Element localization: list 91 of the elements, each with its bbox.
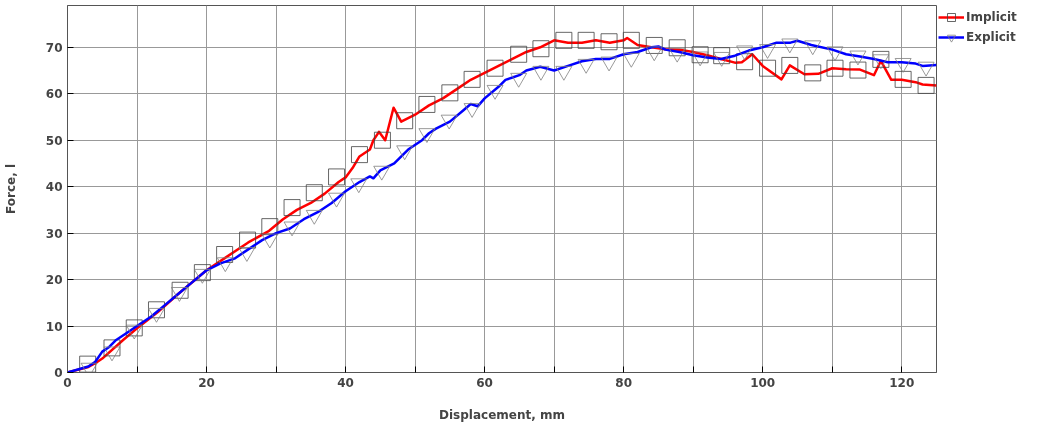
point	[826, 46, 844, 62]
point	[759, 44, 776, 59]
point	[171, 287, 188, 302]
y-tick-label: 70	[45, 40, 63, 55]
point	[441, 84, 459, 102]
point	[193, 269, 211, 284]
point	[283, 199, 301, 216]
point	[396, 112, 414, 130]
y-tick-label: 60	[45, 87, 63, 102]
point	[193, 264, 211, 282]
point	[849, 61, 867, 79]
point	[645, 46, 663, 62]
point	[374, 131, 391, 149]
point	[261, 233, 279, 249]
point	[804, 40, 822, 56]
y-tick-label: 50	[45, 133, 63, 148]
x-tick-label: 40	[337, 375, 354, 390]
point	[351, 146, 368, 164]
point	[668, 47, 686, 63]
point	[125, 319, 143, 337]
point	[894, 70, 912, 88]
point	[600, 33, 618, 51]
y-tick-label: 40	[45, 180, 63, 195]
x-tick-label: 120	[889, 375, 915, 390]
x-tick-label: 100	[750, 375, 776, 390]
point	[713, 47, 731, 65]
point	[486, 59, 504, 77]
point	[440, 114, 458, 130]
y-tick-label: 30	[45, 226, 63, 241]
point	[216, 257, 234, 273]
point	[350, 178, 368, 194]
point	[577, 31, 595, 49]
point	[894, 58, 912, 73]
point	[238, 247, 256, 262]
point	[510, 45, 528, 63]
point	[148, 308, 165, 323]
point	[373, 165, 391, 181]
point	[826, 59, 844, 77]
point	[328, 192, 345, 208]
point	[781, 38, 799, 54]
point	[396, 145, 414, 161]
point	[917, 61, 935, 77]
y-tick-label: 20	[45, 273, 63, 288]
point	[736, 45, 754, 61]
point	[532, 40, 550, 58]
point	[759, 59, 776, 77]
x-axis-title: Displacement, mm	[439, 407, 565, 422]
point	[283, 221, 301, 237]
point	[463, 70, 481, 88]
point	[463, 103, 481, 118]
point	[305, 184, 323, 202]
point	[79, 355, 97, 373]
point	[668, 39, 686, 57]
point	[171, 281, 189, 299]
point	[532, 65, 550, 81]
point	[486, 85, 504, 100]
x-tick-label: 80	[615, 375, 633, 390]
point	[872, 50, 890, 68]
point	[125, 324, 143, 340]
point	[804, 64, 822, 82]
legend-label: Implicit	[966, 10, 1017, 24]
point	[600, 56, 618, 72]
y-tick-label: 0	[54, 366, 63, 380]
point	[781, 57, 799, 74]
point	[691, 46, 709, 64]
point	[849, 50, 867, 66]
y-tick-label: 10	[45, 319, 63, 334]
point	[555, 65, 573, 81]
legend-label: Explicit	[966, 30, 1016, 44]
point	[713, 52, 731, 67]
point	[148, 301, 165, 319]
point	[418, 96, 436, 113]
point	[622, 52, 640, 68]
point	[736, 53, 754, 71]
point	[328, 168, 345, 186]
x-tick-label: 60	[476, 375, 493, 390]
point	[418, 128, 436, 143]
point	[510, 72, 528, 88]
point	[239, 231, 256, 249]
point	[103, 346, 121, 362]
point	[577, 59, 595, 74]
point	[691, 51, 709, 67]
point	[555, 31, 573, 49]
point	[645, 37, 663, 54]
point	[103, 339, 121, 357]
point	[216, 246, 234, 263]
point	[917, 77, 935, 94]
point	[305, 210, 323, 225]
point	[622, 31, 640, 49]
y-axis-title: Force, l	[3, 164, 18, 214]
x-tick-label: 20	[198, 375, 215, 390]
